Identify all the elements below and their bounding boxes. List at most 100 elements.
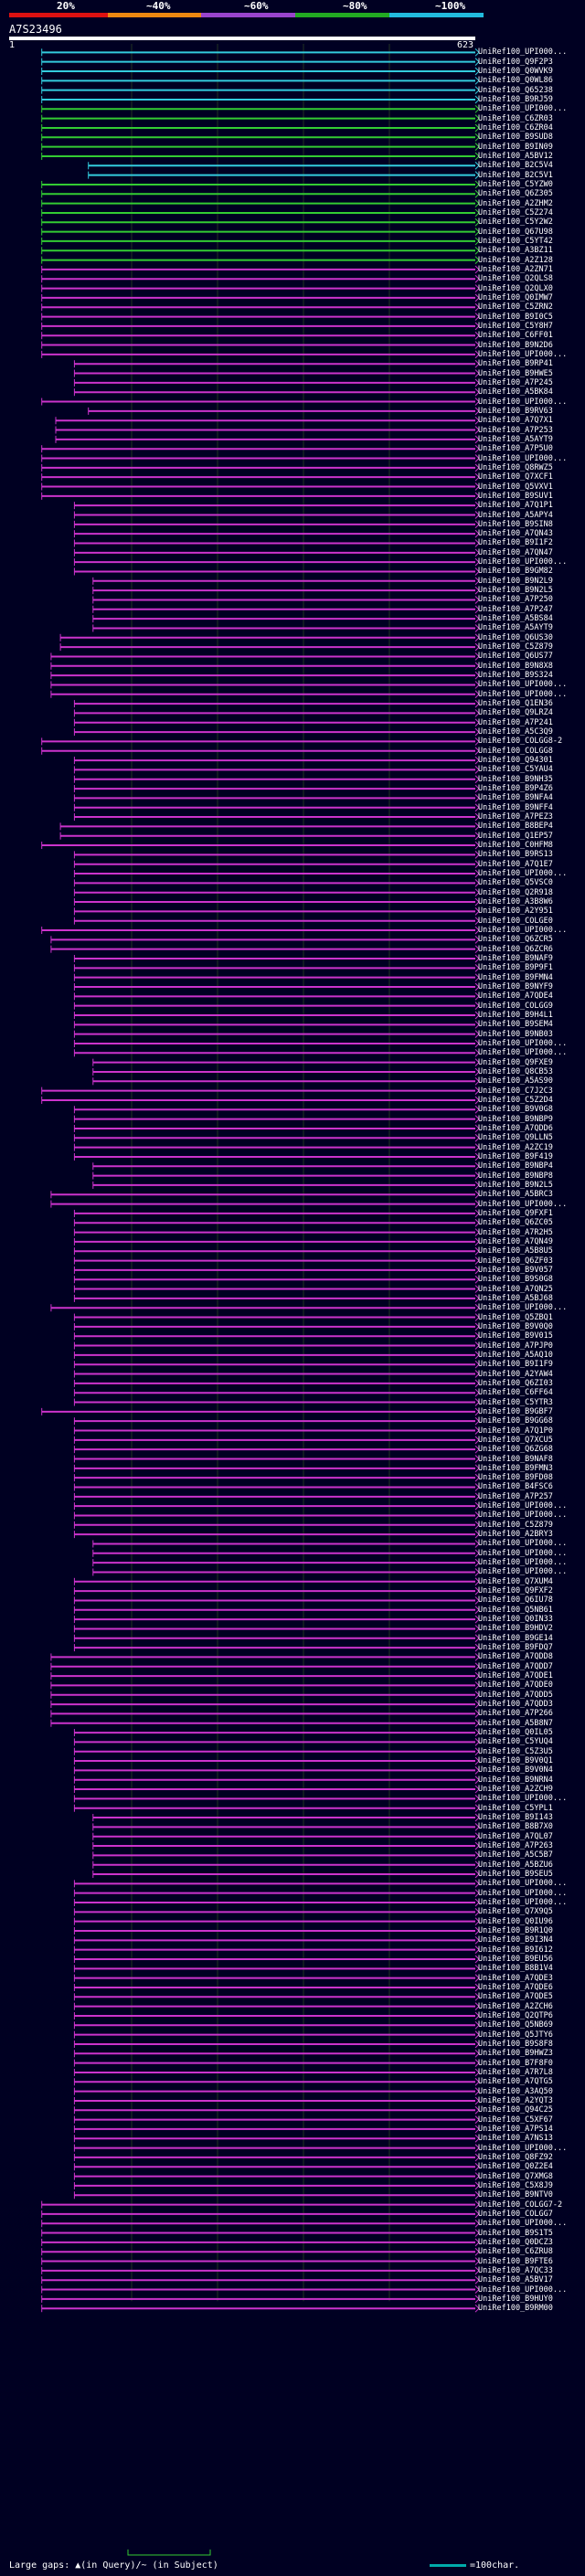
hit-label[interactable]: UniRef100_UPI000... [478, 453, 568, 463]
hit-label[interactable]: UniRef100_B9IN09 [478, 142, 553, 152]
hit-label[interactable]: UniRef100_B9HWE5 [478, 368, 553, 378]
hit-label[interactable]: UniRef100_B9NFA4 [478, 793, 553, 803]
hit-label[interactable]: UniRef100_A7PS14 [478, 2124, 553, 2134]
hit-label[interactable]: UniRef100_C5Z274 [478, 207, 553, 217]
hit-label[interactable]: UniRef100_A7QDE0 [478, 1680, 553, 1691]
hit-label[interactable]: UniRef100_A7QN43 [478, 529, 553, 539]
hit-label[interactable]: UniRef100_A7P257 [478, 1491, 553, 1501]
hit-label[interactable]: UniRef100_Q6ZCR5 [478, 935, 553, 945]
hit-label[interactable]: UniRef100_UPI000... [478, 1898, 568, 1907]
hit-label[interactable]: UniRef100_A2ZCH9 [478, 1785, 553, 1795]
hit-label[interactable]: UniRef100_B9I1F9 [478, 1360, 553, 1370]
hit-label[interactable]: UniRef100_UPI000... [478, 2219, 568, 2229]
hit-label[interactable]: UniRef100_B9S324 [478, 671, 553, 681]
hit-label[interactable]: UniRef100_A7P5U0 [478, 444, 553, 454]
hit-label[interactable]: UniRef100_A7P253 [478, 425, 553, 435]
hit-label[interactable]: UniRef100_B9NRN4 [478, 1775, 553, 1785]
hit-label[interactable]: UniRef100_UPI000... [478, 926, 568, 936]
hit-label[interactable]: UniRef100_Q8RWZ5 [478, 462, 553, 472]
hit-label[interactable]: UniRef100_B9EU56 [478, 1954, 553, 1964]
hit-label[interactable]: UniRef100_Q5NB69 [478, 2020, 553, 2030]
hit-label[interactable]: UniRef100_Q6ZG68 [478, 1445, 553, 1455]
hit-label[interactable]: UniRef100_A5AYT9 [478, 623, 553, 633]
hit-label[interactable]: UniRef100_B9RJ59 [478, 94, 553, 104]
hit-label[interactable]: UniRef100_B2C5V1 [478, 170, 553, 180]
hit-label[interactable]: UniRef100_A7QC33 [478, 2265, 553, 2275]
hit-label[interactable]: UniRef100_C6FF01 [478, 331, 553, 341]
hit-label[interactable]: UniRef100_COLGG7 [478, 2209, 553, 2219]
hit-label[interactable]: UniRef100_B9RP41 [478, 359, 553, 369]
hit-label[interactable]: UniRef100_C5Z2D4 [478, 1095, 553, 1105]
hit-label[interactable]: UniRef100_C5Y2W2 [478, 217, 553, 228]
hit-label[interactable]: UniRef100_A5AYT9 [478, 434, 553, 444]
hit-label[interactable]: UniRef100_B9I143 [478, 1813, 553, 1823]
hit-label[interactable]: UniRef100_B9V057 [478, 1265, 553, 1275]
hit-label[interactable]: UniRef100_Q65238 [478, 85, 553, 95]
hit-label[interactable]: UniRef100_A5BRC3 [478, 1190, 553, 1200]
hit-label[interactable]: UniRef100_C6ZRU8 [478, 2247, 553, 2257]
hit-label[interactable]: UniRef100_B8B7X0 [478, 1822, 553, 1832]
hit-label[interactable]: UniRef100_Q5VXV1 [478, 482, 553, 492]
hit-label[interactable]: UniRef100_UPI000... [478, 557, 568, 567]
hit-label[interactable]: UniRef100_A7QDD5 [478, 1690, 553, 1700]
hit-label[interactable]: UniRef100_Q8FZ92 [478, 2152, 553, 2162]
hit-label[interactable]: UniRef100_A2Z128 [478, 255, 553, 265]
hit-label[interactable]: UniRef100_A5B8N7 [478, 1718, 553, 1728]
hit-label[interactable]: UniRef100_A5BJ68 [478, 1293, 553, 1303]
hit-label[interactable]: UniRef100_Q0IMW7 [478, 292, 553, 302]
hit-label[interactable]: UniRef100_A7QN25 [478, 1284, 553, 1294]
hit-label[interactable]: UniRef100_A2Y951 [478, 906, 553, 917]
hit-label[interactable]: UniRef100_C0HFM8 [478, 841, 553, 851]
hit-label[interactable]: UniRef100_A7QTG5 [478, 2077, 553, 2087]
hit-label[interactable]: UniRef100_Q1EN36 [478, 699, 553, 709]
hit-label[interactable]: UniRef100_B9N2L5 [478, 1180, 553, 1190]
hit-label[interactable]: UniRef100_B9HWZ3 [478, 2049, 553, 2059]
hit-label[interactable]: UniRef100_B9I1F2 [478, 538, 553, 548]
hit-label[interactable]: UniRef100_B9FD08 [478, 1473, 553, 1483]
hit-label[interactable]: UniRef100_B9NAF8 [478, 1454, 553, 1464]
hit-label[interactable]: UniRef100_Q6ZI03 [478, 1378, 553, 1388]
hit-label[interactable]: UniRef100_B9SUD8 [478, 133, 553, 143]
hit-label[interactable]: UniRef100_B9N2D6 [478, 340, 553, 350]
hit-label[interactable]: UniRef100_C5Z879 [478, 642, 553, 652]
hit-label[interactable]: UniRef100_Q9LRZ4 [478, 708, 553, 718]
hit-label[interactable]: UniRef100_A7P263 [478, 1841, 553, 1851]
hit-label[interactable]: UniRef100_B9SEU5 [478, 1870, 553, 1880]
hit-label[interactable]: UniRef100_B2C5V4 [478, 161, 553, 171]
hit-label[interactable]: UniRef100_UPI000... [478, 1511, 568, 1521]
hit-label[interactable]: UniRef100_B9HUY0 [478, 2294, 553, 2304]
hit-label[interactable]: UniRef100_Q7X9Q5 [478, 1907, 553, 1917]
hit-label[interactable]: UniRef100_C6FF64 [478, 1388, 553, 1398]
hit-label[interactable]: UniRef100_B9V0N4 [478, 1765, 553, 1776]
hit-label[interactable]: UniRef100_A7QN47 [478, 547, 553, 557]
hit-label[interactable]: UniRef100_UPI000... [478, 1888, 568, 1898]
hit-label[interactable]: UniRef100_UPI000... [478, 1567, 568, 1577]
hit-label[interactable]: UniRef100_B9P4Z6 [478, 784, 553, 794]
hit-label[interactable]: UniRef100_A7QDD3 [478, 1700, 553, 1710]
hit-label[interactable]: UniRef100_UPI000... [478, 48, 568, 58]
hit-label[interactable]: UniRef100_B9NH35 [478, 774, 553, 784]
hit-label[interactable]: UniRef100_A7NS13 [478, 2134, 553, 2144]
hit-label[interactable]: UniRef100_A2ZCH6 [478, 2001, 553, 2011]
hit-label[interactable]: UniRef100_B9SIN8 [478, 519, 553, 529]
hit-label[interactable]: UniRef100_A7P245 [478, 377, 553, 387]
hit-label[interactable]: UniRef100_A7Q1P0 [478, 1426, 553, 1436]
hit-label[interactable]: UniRef100_C7J2C3 [478, 1086, 553, 1096]
hit-label[interactable]: UniRef100_C5Z3U5 [478, 1746, 553, 1756]
hit-label[interactable]: UniRef100_Q5VSC0 [478, 878, 553, 888]
hit-label[interactable]: UniRef100_B9I612 [478, 1945, 553, 1955]
hit-label[interactable]: UniRef100_A7P241 [478, 717, 553, 727]
hit-label[interactable]: UniRef100_UPI000... [478, 680, 568, 690]
hit-label[interactable]: UniRef100_B9FMN4 [478, 972, 553, 982]
hit-label[interactable]: UniRef100_B7F8F0 [478, 2058, 553, 2068]
hit-label[interactable]: UniRef100_Q0Z2E4 [478, 2162, 553, 2172]
hit-label[interactable]: UniRef100_A5BV17 [478, 2275, 553, 2285]
hit-label[interactable]: UniRef100_A5C3Q9 [478, 727, 553, 737]
hit-label[interactable]: UniRef100_C5ZRN2 [478, 302, 553, 313]
hit-label[interactable]: UniRef100_B9FDQ7 [478, 1643, 553, 1653]
hit-label[interactable]: UniRef100_A7QDD7 [478, 1661, 553, 1671]
hit-label[interactable]: UniRef100_A2ZC19 [478, 1142, 553, 1152]
hit-label[interactable]: UniRef100_Q2R918 [478, 887, 553, 897]
hit-label[interactable]: UniRef100_UPI000... [478, 1794, 568, 1804]
hit-label[interactable]: UniRef100_B9I3N4 [478, 1935, 553, 1945]
